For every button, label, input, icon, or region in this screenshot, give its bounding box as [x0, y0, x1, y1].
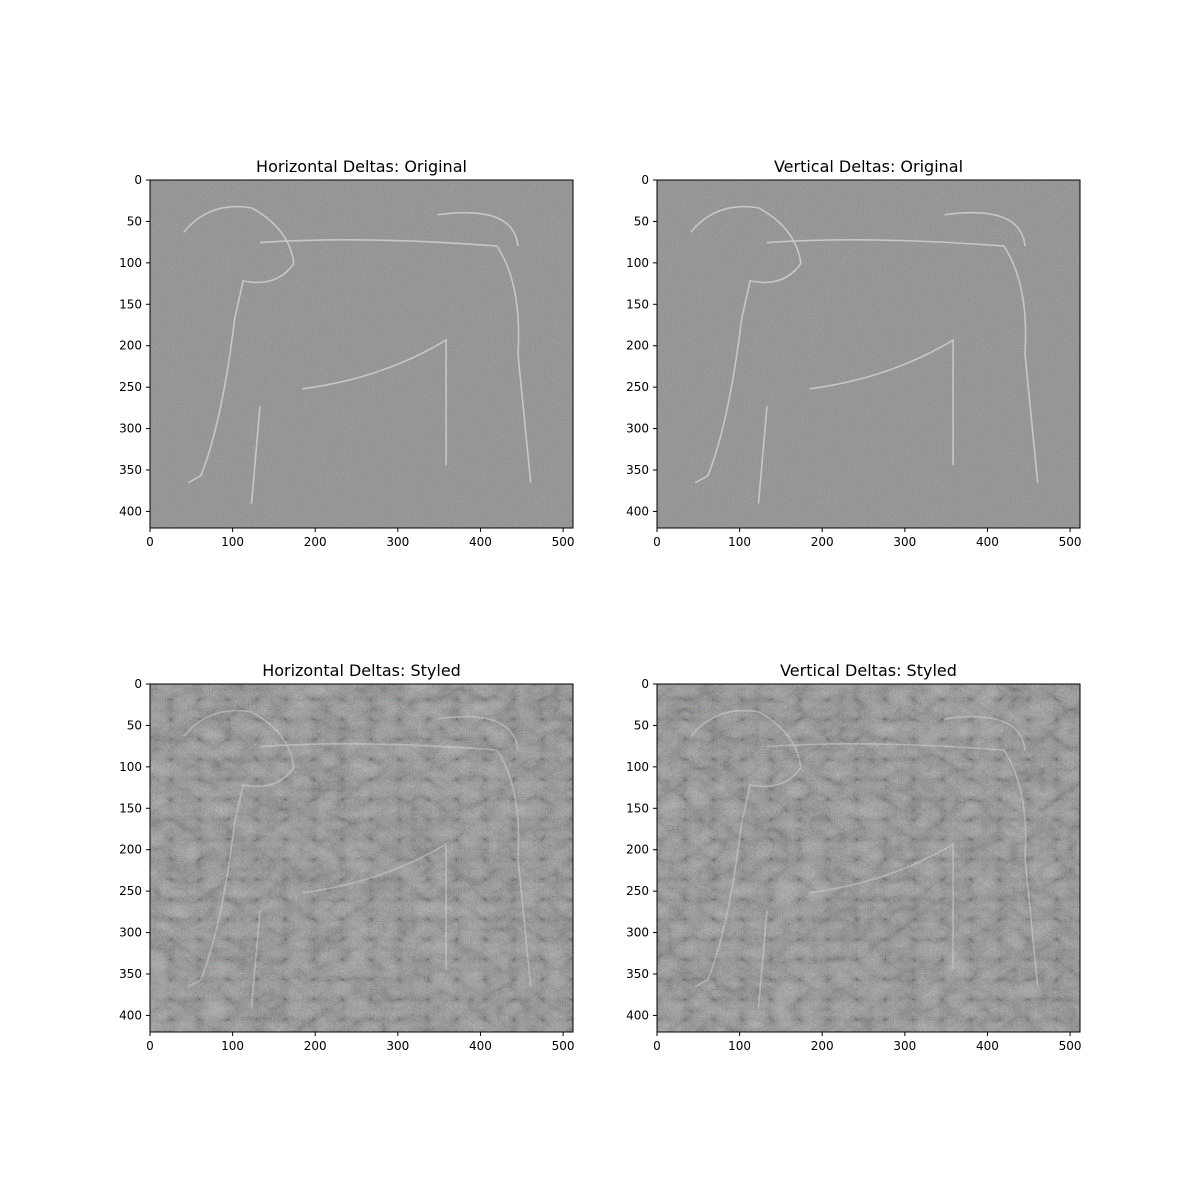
- x-tick-label: 300: [386, 535, 409, 549]
- image-texture-ridges: [150, 684, 573, 1032]
- x-tick-label: 100: [728, 535, 751, 549]
- y-tick-label: 350: [626, 463, 649, 477]
- y-tick-label: 400: [119, 504, 142, 518]
- x-tick-label: 300: [386, 1039, 409, 1053]
- x-tick-label: 0: [653, 535, 661, 549]
- image-texture-ridges: [657, 684, 1080, 1032]
- y-tick-label: 100: [626, 256, 649, 270]
- y-tick-label: 50: [127, 718, 142, 732]
- y-tick-label: 400: [119, 1008, 142, 1022]
- subject-outline: [183, 205, 532, 504]
- y-tick-label: 250: [626, 380, 649, 394]
- x-tick-label: 100: [221, 1039, 244, 1053]
- y-tick-label: 400: [626, 1008, 649, 1022]
- axes-frame: [656, 179, 1081, 529]
- axes-frame: [149, 179, 574, 529]
- y-tick-label: 100: [119, 256, 142, 270]
- x-tick-label: 400: [976, 535, 999, 549]
- y-tick-label: 400: [626, 504, 649, 518]
- subplot-title: Vertical Deltas: Styled: [780, 661, 957, 680]
- x-tick-label: 200: [811, 535, 834, 549]
- subplot-title: Horizontal Deltas: Styled: [262, 661, 461, 680]
- x-tick-label: 400: [469, 1039, 492, 1053]
- y-tick-label: 350: [626, 967, 649, 981]
- x-tick-label: 200: [304, 535, 327, 549]
- x-tick-label: 0: [653, 1039, 661, 1053]
- y-tick-label: 50: [634, 214, 649, 228]
- x-tick-label: 400: [976, 1039, 999, 1053]
- y-tick-label: 250: [626, 884, 649, 898]
- y-tick-label: 150: [119, 801, 142, 815]
- image-texture: [150, 180, 573, 528]
- subject-outline: [690, 205, 1039, 504]
- axes-frame: [149, 683, 574, 1033]
- y-tick-label: 350: [119, 967, 142, 981]
- subplot-title: Vertical Deltas: Original: [774, 157, 963, 176]
- y-tick-label: 150: [626, 801, 649, 815]
- y-tick-label: 0: [641, 173, 649, 187]
- y-tick-label: 50: [127, 214, 142, 228]
- subplot-3: Horizontal Deltas: Styled 0 100 200 300 400 50…: [119, 661, 574, 1053]
- x-tick-label: 100: [728, 1039, 751, 1053]
- x-tick-label: 100: [221, 535, 244, 549]
- y-tick-label: 350: [119, 463, 142, 477]
- y-tick-label: 50: [634, 718, 649, 732]
- y-tick-label: 250: [119, 380, 142, 394]
- x-tick-label: 400: [469, 535, 492, 549]
- y-tick-label: 0: [134, 677, 142, 691]
- y-tick-label: 250: [119, 884, 142, 898]
- x-tick-label: 500: [552, 1039, 575, 1053]
- y-tick-label: 100: [119, 760, 142, 774]
- x-tick-label: 500: [552, 535, 575, 549]
- y-tick-label: 300: [626, 422, 649, 436]
- y-tick-label: 300: [626, 926, 649, 940]
- subject-outline: [690, 709, 1039, 1008]
- x-tick-label: 0: [146, 535, 154, 549]
- subplot-4: Vertical Deltas: Styled 0 100 200 300 400 500 0…: [626, 661, 1081, 1053]
- y-tick-label: 0: [641, 677, 649, 691]
- y-tick-label: 200: [626, 843, 649, 857]
- y-tick-label: 150: [119, 297, 142, 311]
- y-tick-label: 0: [134, 173, 142, 187]
- subplot-2: Vertical Deltas: Original 0 100 200 300 400 50…: [626, 157, 1081, 549]
- x-tick-label: 500: [1059, 1039, 1082, 1053]
- x-tick-label: 0: [146, 1039, 154, 1053]
- x-tick-label: 200: [304, 1039, 327, 1053]
- subplot-title: Horizontal Deltas: Original: [256, 157, 467, 176]
- x-tick-label: 500: [1059, 535, 1082, 549]
- y-tick-label: 300: [119, 926, 142, 940]
- y-tick-label: 100: [626, 760, 649, 774]
- axes-frame: [656, 683, 1081, 1033]
- x-tick-label: 200: [811, 1039, 834, 1053]
- subject-outline: [183, 709, 532, 1008]
- y-tick-label: 200: [626, 339, 649, 353]
- x-tick-label: 300: [893, 1039, 916, 1053]
- x-tick-label: 300: [893, 535, 916, 549]
- y-tick-label: 300: [119, 422, 142, 436]
- y-tick-label: 150: [626, 297, 649, 311]
- y-tick-label: 200: [119, 843, 142, 857]
- subplot-1: Horizontal Deltas: Original 0 100 200 300 400…: [119, 157, 574, 549]
- image-texture: [657, 180, 1080, 528]
- y-tick-label: 200: [119, 339, 142, 353]
